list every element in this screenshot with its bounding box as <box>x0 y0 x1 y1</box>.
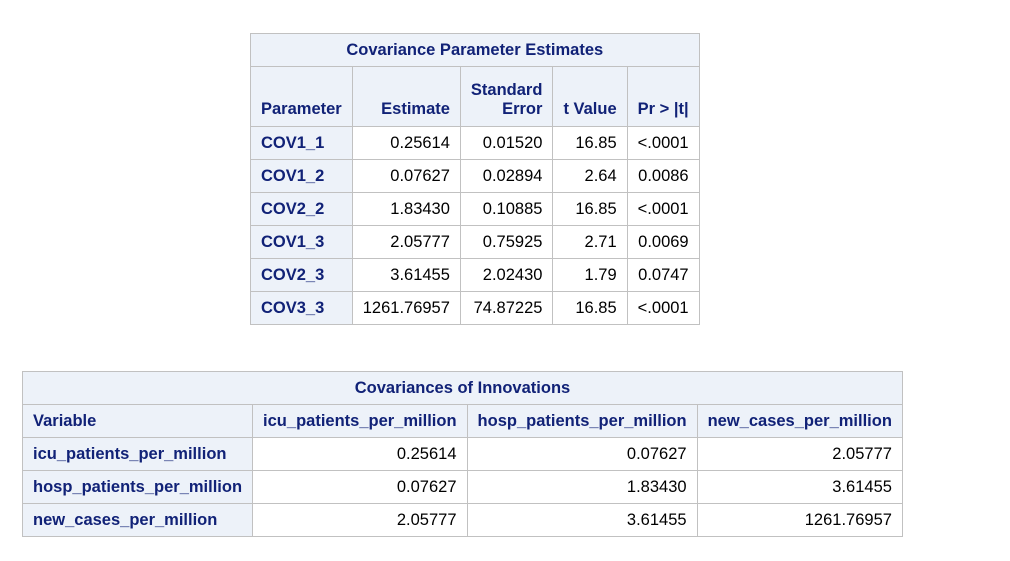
row-header-parameter: COV2_2 <box>250 192 353 226</box>
col-header-standard-error: Standard Error <box>459 66 554 127</box>
row-header-parameter: COV1_2 <box>250 159 353 193</box>
table-title: Covariance Parameter Estimates <box>250 33 700 67</box>
col-header-hosp-patients-per-million: hosp_patients_per_million <box>466 404 698 438</box>
cell-t-value: 16.85 <box>552 192 628 226</box>
cell-estimate: 1261.76957 <box>351 291 461 325</box>
cell-hosp-patients-per-million: 0.07627 <box>466 437 698 471</box>
table-row: COV2_3 3.61455 2.02430 1.79 0.0747 <box>250 258 700 292</box>
table-row: COV1_3 2.05777 0.75925 2.71 0.0069 <box>250 225 700 259</box>
cell-estimate: 2.05777 <box>351 225 461 259</box>
row-header-parameter: COV1_3 <box>250 225 353 259</box>
covariances-of-innovations-table: Covariances of Innovations Variable icu_… <box>21 371 903 537</box>
cell-icu-patients-per-million: 2.05777 <box>252 503 468 537</box>
cell-standard-error: 0.10885 <box>459 192 554 226</box>
cell-t-value: 1.79 <box>552 258 628 292</box>
table-row: COV1_2 0.07627 0.02894 2.64 0.0086 <box>250 159 700 193</box>
table-row: COV2_2 1.83430 0.10885 16.85 <.0001 <box>250 192 700 226</box>
row-header-variable: hosp_patients_per_million <box>21 470 254 504</box>
row-header-parameter: COV1_1 <box>250 126 353 160</box>
cell-new-cases-per-million: 3.61455 <box>696 470 903 504</box>
cell-t-value: 16.85 <box>552 291 628 325</box>
cell-pr-t: <.0001 <box>626 126 700 160</box>
col-header-icu-patients-per-million: icu_patients_per_million <box>252 404 468 438</box>
cell-estimate: 1.83430 <box>351 192 461 226</box>
table-row: new_cases_per_million 2.05777 3.61455 12… <box>21 503 903 537</box>
cell-t-value: 16.85 <box>552 126 628 160</box>
col-header-estimate: Estimate <box>351 66 461 127</box>
col-header-standard-error-line1: Standard <box>470 81 543 99</box>
row-header-variable: new_cases_per_million <box>21 503 254 537</box>
cell-hosp-patients-per-million: 3.61455 <box>466 503 698 537</box>
cell-icu-patients-per-million: 0.07627 <box>252 470 468 504</box>
cell-pr-t: 0.0086 <box>626 159 700 193</box>
col-header-t-value: t Value <box>552 66 628 127</box>
table-row: COV3_3 1261.76957 74.87225 16.85 <.0001 <box>250 291 700 325</box>
cell-estimate: 0.07627 <box>351 159 461 193</box>
cell-standard-error: 74.87225 <box>459 291 554 325</box>
col-header-new-cases-per-million: new_cases_per_million <box>696 404 903 438</box>
table-row: COV1_1 0.25614 0.01520 16.85 <.0001 <box>250 126 700 160</box>
col-header-standard-error-line2: Error <box>502 100 543 118</box>
table-title: Covariances of Innovations <box>22 371 903 405</box>
cell-t-value: 2.71 <box>552 225 628 259</box>
cell-pr-t: 0.0747 <box>626 258 700 292</box>
cell-pr-t: <.0001 <box>626 291 700 325</box>
cell-estimate: 3.61455 <box>351 258 461 292</box>
cell-standard-error: 0.02894 <box>459 159 554 193</box>
cell-standard-error: 0.75925 <box>459 225 554 259</box>
cell-hosp-patients-per-million: 1.83430 <box>466 470 698 504</box>
col-header-parameter: Parameter <box>250 66 353 127</box>
table-row: hosp_patients_per_million 0.07627 1.8343… <box>21 470 903 504</box>
cell-t-value: 2.64 <box>552 159 628 193</box>
cell-pr-t: <.0001 <box>626 192 700 226</box>
cell-standard-error: 2.02430 <box>459 258 554 292</box>
covariance-parameter-estimates-table: Covariance Parameter Estimates Parameter… <box>250 33 700 325</box>
row-header-parameter: COV3_3 <box>250 291 353 325</box>
row-header-variable: icu_patients_per_million <box>21 437 254 471</box>
row-header-parameter: COV2_3 <box>250 258 353 292</box>
cell-standard-error: 0.01520 <box>459 126 554 160</box>
table-row: icu_patients_per_million 0.25614 0.07627… <box>21 437 903 471</box>
cell-new-cases-per-million: 2.05777 <box>696 437 903 471</box>
col-header-variable: Variable <box>21 404 254 438</box>
cell-new-cases-per-million: 1261.76957 <box>696 503 903 537</box>
col-header-pr-t: Pr > |t| <box>626 66 700 127</box>
cell-estimate: 0.25614 <box>351 126 461 160</box>
cell-icu-patients-per-million: 0.25614 <box>252 437 468 471</box>
cell-pr-t: 0.0069 <box>626 225 700 259</box>
